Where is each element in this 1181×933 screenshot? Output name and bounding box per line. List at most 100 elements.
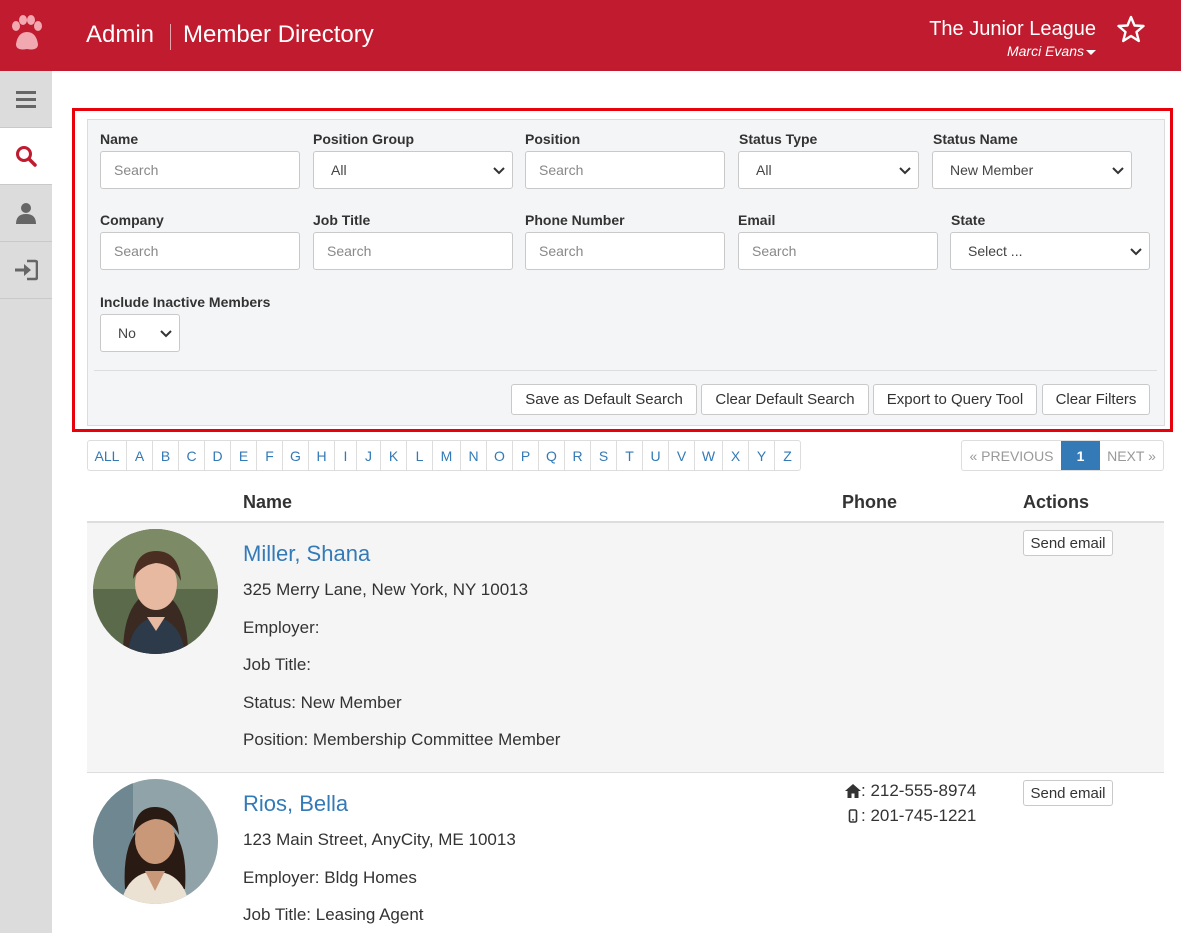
top-header: Admin Member Directory The Junior League…: [0, 0, 1181, 71]
sidebar: [0, 71, 52, 933]
include-inactive-label: Include Inactive Members: [100, 294, 271, 310]
sidebar-item-menu[interactable]: [0, 71, 52, 128]
chevron-down-icon: [1112, 167, 1124, 175]
status-name-value: New Member: [950, 162, 1034, 178]
title-divider: [170, 24, 171, 50]
alpha-link-i[interactable]: I: [334, 441, 356, 470]
alpha-link-x[interactable]: X: [722, 441, 748, 470]
state-label: State: [951, 212, 986, 228]
alpha-link-h[interactable]: H: [308, 441, 334, 470]
avatar: [93, 529, 218, 654]
alphabet-filter: ALL A B C D E F G H I J K L M N O P Q R S T U V W X Y Z: [87, 440, 801, 471]
mobile-phone[interactable]: : 201-745-1221: [845, 806, 976, 826]
clear-filters-button[interactable]: Clear Filters: [1042, 384, 1150, 415]
name-filter-label: Name: [100, 131, 139, 147]
alpha-link-b[interactable]: B: [152, 441, 178, 470]
table-header-divider: [87, 521, 1164, 523]
paw-logo-icon[interactable]: [8, 14, 44, 54]
phone-number-search-input[interactable]: Search: [525, 232, 725, 270]
member-address: 325 Merry Lane, New York, NY 10013: [243, 580, 529, 599]
company-label: Company: [100, 212, 164, 228]
sidebar-item-logout[interactable]: [0, 242, 52, 299]
admin-title[interactable]: Admin: [86, 21, 155, 48]
state-select[interactable]: Select ...: [950, 232, 1150, 270]
alpha-link-g[interactable]: G: [282, 441, 308, 470]
alpha-link-z[interactable]: Z: [774, 441, 800, 470]
star-icon[interactable]: [1117, 15, 1145, 43]
table-row: [87, 523, 1164, 772]
position-group-label: Position Group: [313, 131, 415, 147]
status-type-value: All: [756, 162, 772, 178]
sidebar-item-profile[interactable]: [0, 185, 52, 242]
user-menu[interactable]: Marci Evans: [1007, 43, 1096, 59]
company-search-input[interactable]: Search: [100, 232, 300, 270]
alpha-link-e[interactable]: E: [230, 441, 256, 470]
status-name-select[interactable]: New Member: [932, 151, 1132, 189]
search-icon: [16, 146, 37, 167]
state-value: Select ...: [968, 243, 1023, 259]
alpha-link-p[interactable]: P: [512, 441, 538, 470]
email-search-input[interactable]: Search: [738, 232, 938, 270]
position-group-select[interactable]: All: [313, 151, 513, 189]
member-job-title: Job Title:: [243, 655, 312, 674]
user-icon: [16, 203, 36, 224]
alpha-link-n[interactable]: N: [460, 441, 486, 470]
member-employer: Employer:: [243, 618, 320, 637]
alpha-link-m[interactable]: M: [432, 441, 460, 470]
alpha-link-w[interactable]: W: [694, 441, 722, 470]
mobile-phone-icon: [848, 809, 858, 823]
sidebar-item-search[interactable]: [0, 128, 52, 185]
menu-icon: [16, 91, 36, 108]
send-email-button[interactable]: Send email: [1023, 530, 1113, 556]
alpha-link-q[interactable]: Q: [538, 441, 564, 470]
chevron-down-icon: [1130, 248, 1142, 256]
home-icon: [845, 784, 861, 798]
home-phone[interactable]: : 212-555-8974: [845, 781, 976, 801]
status-type-select[interactable]: All: [738, 151, 919, 189]
previous-page-button[interactable]: « PREVIOUS: [969, 447, 1054, 464]
member-name-link[interactable]: Rios, Bella: [243, 791, 349, 816]
column-header-name[interactable]: Name: [243, 492, 293, 512]
user-name-label: Marci Evans: [1006, 43, 1084, 59]
name-search-input[interactable]: Search: [100, 151, 300, 189]
include-inactive-select[interactable]: No: [100, 314, 180, 352]
pagination: « PREVIOUS 1 NEXT »: [961, 440, 1164, 471]
next-page-button[interactable]: NEXT »: [1107, 447, 1156, 464]
alpha-link-v[interactable]: V: [668, 441, 694, 470]
member-job-title: Job Title: Leasing Agent: [243, 905, 424, 924]
send-email-button[interactable]: Send email: [1023, 780, 1113, 806]
alpha-link-y[interactable]: Y: [748, 441, 774, 470]
alpha-link-o[interactable]: O: [486, 441, 512, 470]
sign-in-icon: [15, 259, 38, 281]
alpha-link-r[interactable]: R: [564, 441, 590, 470]
alpha-link-j[interactable]: J: [356, 441, 380, 470]
member-name-link[interactable]: Miller, Shana: [243, 541, 371, 566]
alpha-link-u[interactable]: U: [642, 441, 668, 470]
status-name-label: Status Name: [933, 131, 1018, 147]
alpha-link-t[interactable]: T: [616, 441, 642, 470]
member-position: Position: Membership Committee Member: [243, 730, 561, 749]
home-phone-value: : 212-555-8974: [861, 781, 977, 800]
alpha-link-s[interactable]: S: [590, 441, 616, 470]
column-header-actions: Actions: [1023, 492, 1090, 512]
alpha-link-f[interactable]: F: [256, 441, 282, 470]
job-title-search-input[interactable]: Search: [313, 232, 513, 270]
alpha-link-all[interactable]: ALL: [94, 447, 120, 464]
alpha-link-k[interactable]: K: [380, 441, 406, 470]
position-search-input[interactable]: Search: [525, 151, 725, 189]
member-employer: Employer: Bldg Homes: [243, 868, 417, 887]
alpha-link-l[interactable]: L: [406, 441, 432, 470]
chevron-down-icon: [899, 167, 911, 175]
save-default-search-button[interactable]: Save as Default Search: [511, 384, 697, 415]
avatar: [93, 779, 218, 904]
chevron-down-icon: [493, 167, 505, 175]
export-query-tool-button[interactable]: Export to Query Tool: [873, 384, 1037, 415]
chevron-down-icon: [160, 330, 172, 338]
member-status: Status: New Member: [243, 693, 402, 712]
alpha-link-d[interactable]: D: [204, 441, 230, 470]
alpha-link-a[interactable]: A: [126, 441, 152, 470]
alpha-link-c[interactable]: C: [178, 441, 204, 470]
page-1-button[interactable]: 1: [1061, 441, 1100, 470]
clear-default-search-button[interactable]: Clear Default Search: [701, 384, 869, 415]
email-label: Email: [738, 212, 776, 228]
